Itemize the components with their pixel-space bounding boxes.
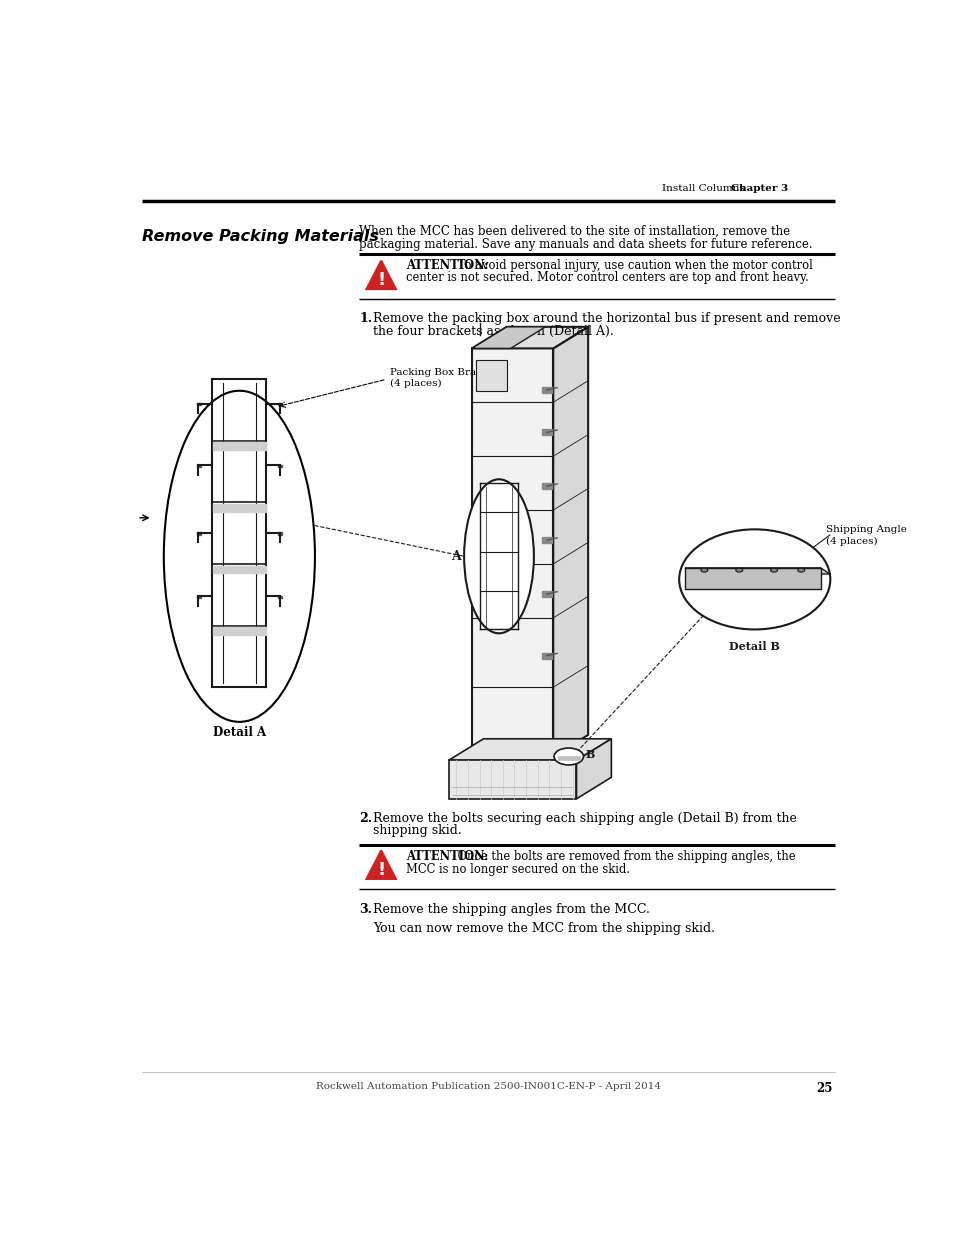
Text: Detail A: Detail A (213, 726, 266, 739)
Text: Install Columns: Install Columns (661, 184, 743, 193)
Bar (472, 348, 553, 757)
Text: 2.: 2. (359, 811, 373, 825)
Bar (213, 442, 266, 450)
Polygon shape (553, 327, 587, 757)
Text: B: B (585, 748, 595, 760)
Text: the four brackets as shown (Detail A).: the four brackets as shown (Detail A). (373, 325, 614, 337)
Text: Packing Box Brackets
(4 places): Packing Box Brackets (4 places) (390, 368, 504, 388)
Bar (213, 504, 266, 511)
Text: Shipping Angle
(4 places): Shipping Angle (4 places) (825, 526, 906, 546)
Polygon shape (472, 327, 545, 348)
Text: ATTENTION:: ATTENTION: (406, 259, 488, 272)
Text: When the MCC has been delivered to the site of installation, remove the: When the MCC has been delivered to the s… (359, 225, 790, 238)
Polygon shape (684, 568, 820, 589)
Bar (213, 566, 266, 573)
Bar (213, 627, 266, 635)
Bar (542, 430, 551, 436)
Bar (448, 761, 576, 799)
Ellipse shape (735, 568, 742, 572)
Text: A: A (451, 550, 460, 563)
Text: 1.: 1. (359, 312, 373, 325)
Ellipse shape (770, 568, 777, 572)
Polygon shape (448, 739, 611, 761)
Polygon shape (366, 851, 395, 879)
Bar (542, 592, 551, 597)
Ellipse shape (797, 568, 804, 572)
Text: Rockwell Automation Publication 2500-IN001C-EN-P - April 2014: Rockwell Automation Publication 2500-IN0… (316, 1082, 660, 1092)
Text: Once the bolts are removed from the shipping angles, the: Once the bolts are removed from the ship… (454, 851, 795, 863)
Bar (196, 464, 200, 467)
Text: shipping skid.: shipping skid. (373, 824, 461, 837)
Text: center is not secured. Motor control centers are top and front heavy.: center is not secured. Motor control cen… (406, 272, 808, 284)
Bar (196, 595, 200, 598)
Text: Remove Packing Materials: Remove Packing Materials (142, 228, 379, 245)
Text: Detail B: Detail B (728, 641, 780, 652)
Bar (196, 403, 200, 405)
Polygon shape (684, 568, 829, 574)
Text: MCC is no longer secured on the skid.: MCC is no longer secured on the skid. (406, 863, 630, 876)
Text: Chapter 3: Chapter 3 (731, 184, 788, 193)
Text: Remove the packing box around the horizontal bus if present and remove: Remove the packing box around the horizo… (373, 312, 841, 325)
Text: You can now remove the MCC from the shipping skid.: You can now remove the MCC from the ship… (373, 923, 715, 935)
Bar (542, 537, 551, 543)
Ellipse shape (464, 479, 534, 634)
Bar (278, 403, 282, 405)
Ellipse shape (679, 530, 829, 630)
Text: !: ! (376, 270, 385, 289)
Text: Remove the shipping angles from the MCC.: Remove the shipping angles from the MCC. (373, 903, 650, 916)
Polygon shape (366, 261, 395, 289)
Text: Remove the bolts securing each shipping angle (Detail B) from the: Remove the bolts securing each shipping … (373, 811, 797, 825)
Bar (558, 756, 579, 760)
Bar (542, 387, 551, 393)
Text: packaging material. Save any manuals and data sheets for future reference.: packaging material. Save any manuals and… (359, 237, 812, 251)
Bar (196, 532, 200, 535)
Ellipse shape (554, 748, 583, 764)
Text: 3.: 3. (359, 903, 372, 916)
Bar (278, 464, 282, 467)
Text: 25: 25 (815, 1082, 831, 1095)
Ellipse shape (700, 568, 707, 572)
Text: !: ! (376, 861, 385, 878)
Polygon shape (576, 739, 611, 799)
Polygon shape (472, 327, 587, 348)
Text: To avoid personal injury, use caution when the motor control: To avoid personal injury, use caution wh… (454, 259, 812, 272)
Text: ATTENTION:: ATTENTION: (406, 851, 488, 863)
Bar (278, 532, 282, 535)
Bar (542, 483, 551, 489)
Bar (542, 652, 551, 658)
Bar (278, 595, 282, 598)
Bar (476, 359, 506, 390)
